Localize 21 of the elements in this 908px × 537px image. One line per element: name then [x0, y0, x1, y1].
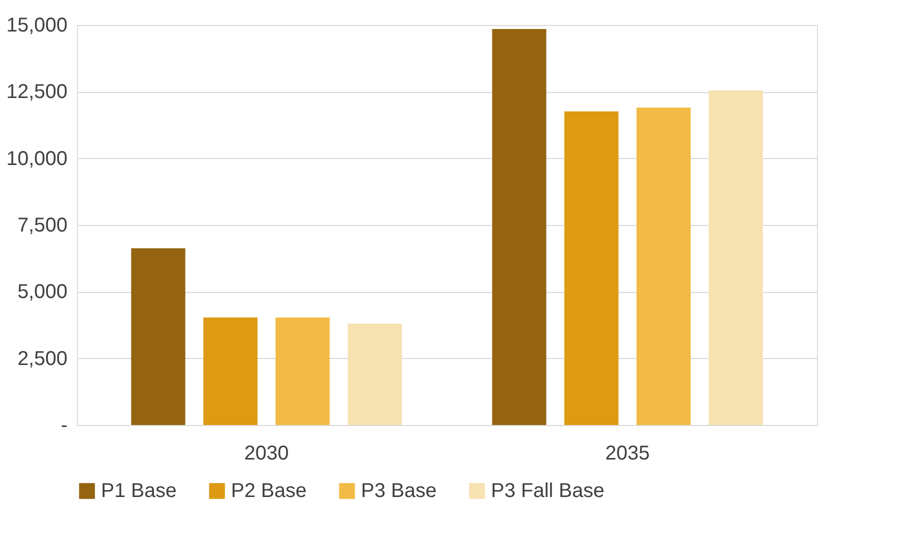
- y-tick-label: 10,000: [6, 148, 68, 170]
- bar: [203, 318, 258, 425]
- y-tick-label: 15,000: [6, 14, 68, 36]
- x-tick-label: 2035: [605, 442, 650, 464]
- bar: [131, 248, 186, 425]
- y-tick-label: -: [60, 414, 68, 436]
- bar: [348, 324, 402, 425]
- legend-label: P3 Fall Base: [491, 480, 604, 502]
- bar: [564, 111, 618, 425]
- legend-label: P3 Base: [361, 480, 437, 502]
- y-tick-label: 2,500: [17, 348, 68, 370]
- x-tick-label: 2030: [244, 442, 289, 464]
- legend-label: P2 Base: [231, 480, 307, 502]
- y-tick-label: 7,500: [17, 214, 68, 236]
- bar: [708, 90, 763, 425]
- bar: [636, 108, 691, 425]
- bar: [492, 29, 546, 425]
- legend-label: P1 Base: [101, 480, 177, 502]
- y-tick-label: 12,500: [6, 81, 68, 104]
- bar: [276, 318, 330, 425]
- y-tick-label: 5,000: [17, 281, 68, 304]
